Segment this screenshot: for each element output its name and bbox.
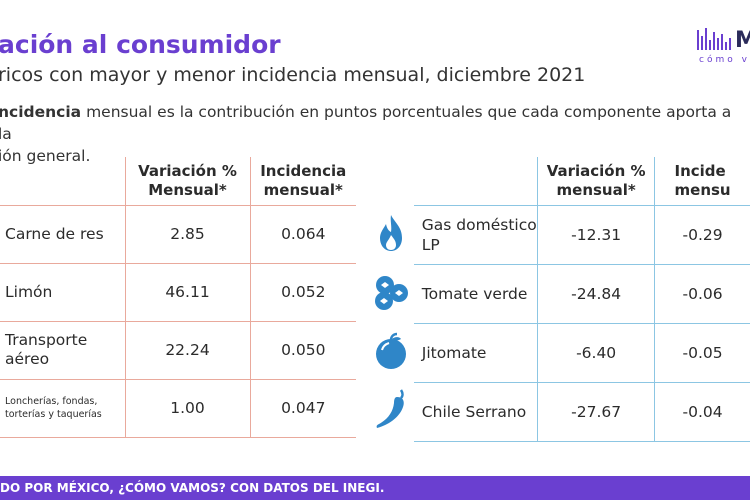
table-row: Loncherías, fondas, torterías y taquería… <box>0 379 356 438</box>
header-incidencia-text: Incide mensu <box>674 161 731 199</box>
row-variacion: 1.00 <box>124 379 250 438</box>
row-name: Transporte aéreo <box>0 321 125 380</box>
flame-icon <box>368 205 414 264</box>
row-incidencia: 0.064 <box>249 205 356 264</box>
header-incidencia: Incide mensu <box>654 157 750 206</box>
table-header-empty <box>368 157 414 205</box>
logo-letter: M <box>735 28 750 53</box>
header-incidencia: Incidencia mensual* <box>249 157 356 206</box>
description-text: mensual es la contribución en puntos por… <box>0 103 732 143</box>
row-incidencia: 0.052 <box>249 263 356 322</box>
table-row: Tomate verde -24.84 -0.06 <box>368 264 750 324</box>
row-variacion: -6.40 <box>537 323 655 383</box>
row-name: Tomate verde <box>413 264 538 324</box>
row-variacion: 46.11 <box>124 263 250 322</box>
row-variacion: -24.84 <box>537 264 655 324</box>
table-header-empty <box>0 157 125 206</box>
table-row: Jitomate -6.40 -0.05 <box>368 323 750 383</box>
chili-pepper-icon <box>368 382 414 441</box>
row-variacion: 22.24 <box>124 321 250 380</box>
table-header-empty <box>413 157 538 206</box>
logo-tagline: cómo v <box>699 55 750 65</box>
header-variacion: Variación % mensual* <box>537 157 655 206</box>
row-incidencia: -0.06 <box>654 264 750 324</box>
row-name: Limón <box>0 263 125 322</box>
jitomate-icon <box>368 323 414 382</box>
table-lowest-incidence: Variación % mensual* Incide mensu Gas do… <box>368 157 750 442</box>
logo: M cómo v <box>697 24 750 74</box>
row-name: Loncherías, fondas, torterías y taquería… <box>0 379 125 438</box>
row-incidencia: 0.047 <box>249 379 356 438</box>
row-variacion: -12.31 <box>537 205 655 265</box>
header-variacion: Variación % Mensual* <box>124 157 250 206</box>
row-incidencia: -0.29 <box>654 205 750 265</box>
description-bold: ncidencia <box>0 103 82 121</box>
footer-source: DO POR MÉXICO, ¿CÓMO VAMOS? CON DATOS DE… <box>0 476 750 500</box>
tomatoes-icon <box>368 264 414 323</box>
table-highest-incidence: Variación % Mensual* Incidencia mensual*… <box>0 157 356 438</box>
row-variacion: 2.85 <box>124 205 250 264</box>
row-name: Carne de res <box>0 205 125 264</box>
table-row: Transporte aéreo 22.24 0.050 <box>0 321 356 380</box>
page-subtitle: ricos con mayor y menor incidencia mensu… <box>0 64 586 86</box>
row-incidencia: -0.05 <box>654 323 750 383</box>
table-row: Gas doméstico LP -12.31 -0.29 <box>368 205 750 265</box>
row-name: Jitomate <box>413 323 538 383</box>
page-title: ación al consumidor <box>0 30 281 59</box>
row-name: Chile Serrano <box>413 382 538 442</box>
logo-bars-icon <box>697 24 731 50</box>
table-row: Chile Serrano -27.67 -0.04 <box>368 382 750 442</box>
row-name: Gas doméstico LP <box>413 205 538 265</box>
row-incidencia: -0.04 <box>654 382 750 442</box>
table-row: Carne de res 2.85 0.064 <box>0 205 356 264</box>
row-incidencia: 0.050 <box>249 321 356 380</box>
row-variacion: -27.67 <box>537 382 655 442</box>
table-row: Limón 46.11 0.052 <box>0 263 356 322</box>
